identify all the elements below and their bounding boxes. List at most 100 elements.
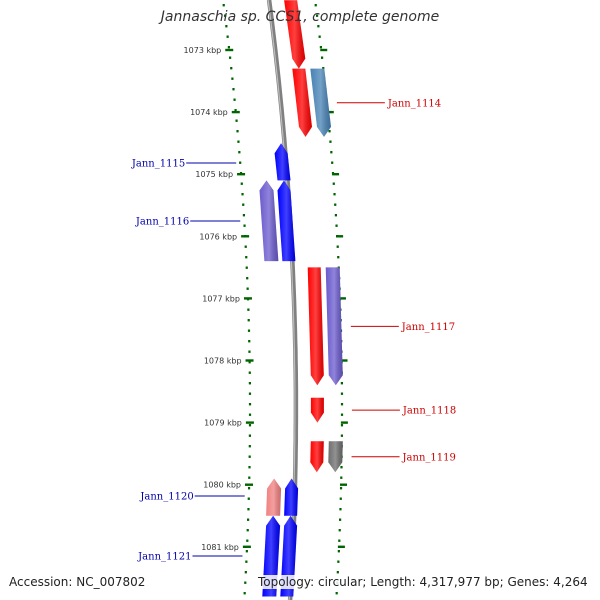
ring-dot [248,392,252,395]
ring-dot [239,161,242,164]
gene-label[interactable]: Jann_1121 [137,552,191,563]
ring-dot [247,497,250,500]
ring-dot [320,56,324,59]
ring-dot [338,529,341,532]
length-text: Length: 4,317,977 bp [370,575,500,589]
gene-features [259,0,343,597]
ring-dot [314,4,317,7]
gene-arrow-shading [284,478,299,516]
ring-dot [247,308,250,311]
tick-mark-right [337,545,345,548]
ring-dot [248,361,251,364]
kbp-tick-label: 1074 kbp [190,108,228,117]
tick-mark-left [231,110,240,114]
map-title: Jannaschia sp. CCS1, complete genome [160,9,440,25]
ring-dot [248,445,251,448]
ring-dot [245,266,248,269]
ring-dot [248,382,251,385]
kbp-tick-label: 1080 kbp [203,481,241,490]
kbp-tick-label: 1078 kbp [204,357,242,366]
ring-dot [339,487,343,490]
ring-dot [230,67,233,70]
tick-mark-left [245,483,254,486]
ring-dot [246,277,249,280]
ring-dot [240,182,243,185]
ring-dot [332,182,335,185]
ring-dot [336,245,339,248]
tick-mark-right [326,110,334,114]
gene-label[interactable]: Jann_1117 [401,322,455,333]
ring-dot [339,518,342,521]
ring-dot [247,487,251,490]
ring-dot [335,592,338,595]
ring-dot [228,56,232,59]
gene-arrow-shading [307,267,324,386]
ring-dot [340,424,344,427]
ring-dot [226,35,229,38]
tick-mark-left [245,359,254,362]
gene-label[interactable]: Jann_1114 [387,98,441,109]
gene-label[interactable]: Jann_1120 [139,492,193,503]
ring-dot [248,350,251,353]
ring-dot [318,35,321,38]
ring-dot [247,329,251,332]
ring-dot [248,413,252,416]
ring-dot [330,151,333,154]
ring-dot [245,256,248,259]
ring-dot [248,371,251,374]
ring-dot [339,508,342,511]
ring-dot [337,256,340,259]
tick-mark-left [243,297,252,300]
ring-dot [339,497,342,500]
tick-mark-left [242,545,251,548]
ring-dot [338,539,341,542]
ring-dot [223,14,227,17]
gene-label[interactable]: Jann_1115 [131,159,185,170]
tick-mark-right [340,359,348,362]
ring-dot [241,193,244,196]
ring-dot [333,193,336,196]
kbp-tick-label: 1075 kbp [195,170,233,179]
ring-dot [248,340,251,343]
ring-dot [340,476,343,479]
genes-count-text: Genes: 4,264 [507,575,588,589]
ring-dot [328,130,331,133]
tick-mark-right [340,483,348,486]
ring-dot [222,4,225,7]
ring-dot [243,224,246,227]
ring-dot [340,392,344,395]
ring-dot [248,434,252,437]
ring-dot [245,560,248,563]
ring-dot [235,119,238,122]
gene-arrow-shading [277,180,296,262]
ring-dot [340,382,343,385]
ring-dot [245,550,248,553]
ring-dot [334,203,337,206]
gene-label[interactable]: Jann_1119 [402,452,456,463]
ring-dot [247,319,250,322]
ring-dot [340,434,344,437]
ring-dot [248,424,252,427]
ring-dot [231,77,234,80]
ring-dot [336,571,339,574]
gene-arrow-shading [266,478,282,516]
ring-dot [244,245,247,248]
ring-dot [248,403,252,406]
ring-dot [331,161,334,164]
ring-dot [340,413,344,416]
ring-dot [340,403,344,406]
gene-label[interactable]: Jann_1116 [135,217,189,228]
ring-dot [232,88,235,91]
ring-dot [317,25,320,28]
ring-dot [248,466,251,469]
tick-mark-left [225,48,234,52]
ring-dot [247,518,250,521]
ring-dot [227,46,230,49]
gene-label[interactable]: Jann_1118 [402,406,456,417]
ring-dot [322,67,325,70]
kbp-tick-label: 1073 kbp [184,46,222,55]
ring-dot [247,508,250,511]
tick-mark-right [340,421,348,424]
gene-arrow-shading [328,441,343,473]
gene-labels: Jann_1114 Jann_1115 Jann_1116 Jann_1117 Jann… [131,98,456,562]
